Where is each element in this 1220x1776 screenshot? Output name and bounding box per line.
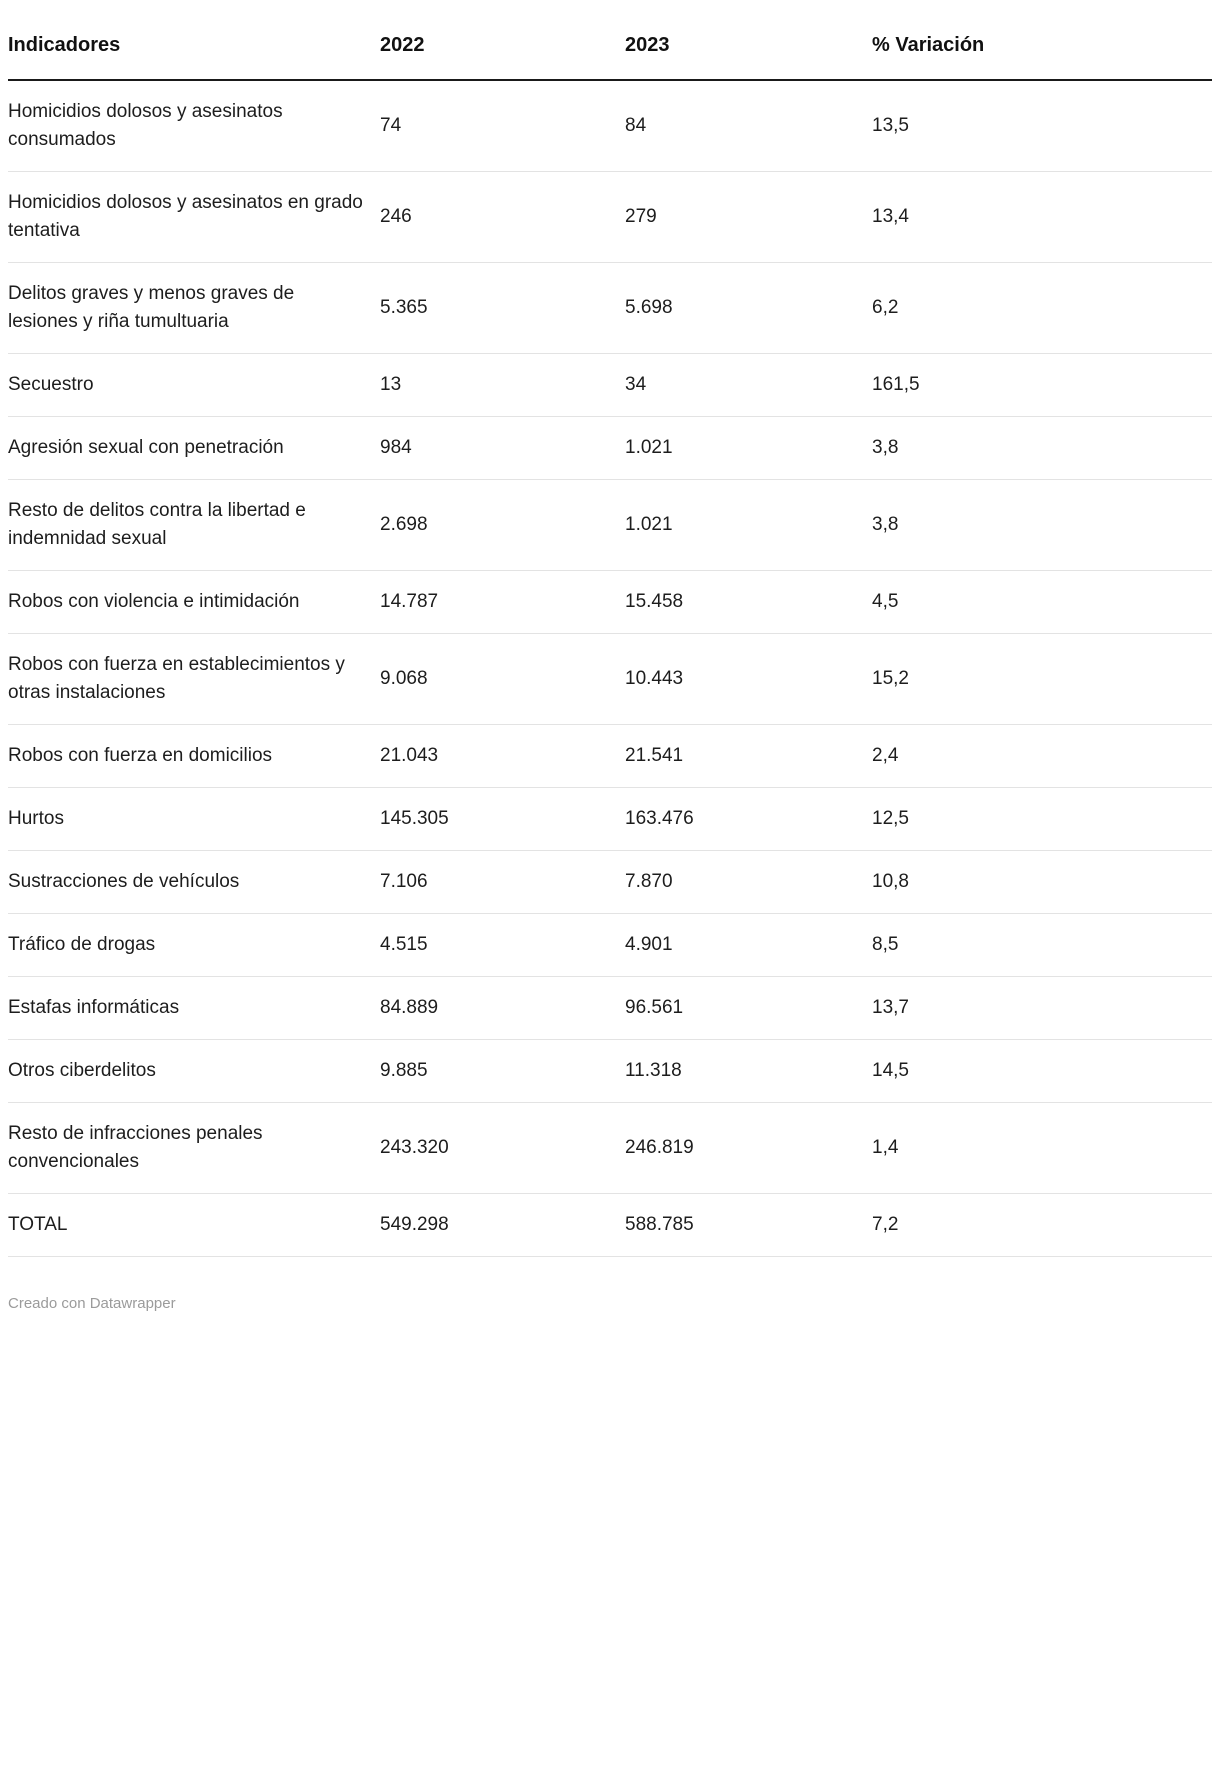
indicator-cell: Secuestro (8, 353, 380, 417)
variation-cell: 3,8 (872, 479, 1212, 571)
value-2023-cell: 34 (625, 353, 872, 417)
table-row: Resto de delitos contra la libertad e in… (8, 479, 1212, 571)
value-2022-cell: 14.787 (380, 570, 625, 634)
table-row: Hurtos 145.305 163.476 12,5 (8, 787, 1212, 851)
variation-cell: 8,5 (872, 913, 1212, 977)
variation-cell: 6,2 (872, 262, 1212, 354)
indicator-cell: Otros ciberdelitos (8, 1039, 380, 1103)
value-2023-cell: 7.870 (625, 850, 872, 914)
value-2022-cell: 13 (380, 353, 625, 417)
value-2023-cell: 15.458 (625, 570, 872, 634)
column-header-2023: 2023 (625, 26, 872, 81)
table-body: Homicidios dolosos y asesinatos consumad… (8, 80, 1212, 1257)
value-2023-cell: 588.785 (625, 1193, 872, 1257)
indicator-cell: Tráfico de drogas (8, 913, 380, 977)
value-2022-cell: 549.298 (380, 1193, 625, 1257)
value-2023-cell: 11.318 (625, 1039, 872, 1103)
table-row: Tráfico de drogas 4.515 4.901 8,5 (8, 913, 1212, 977)
indicator-cell: Robos con fuerza en establecimientos y o… (8, 633, 380, 725)
table-row: Resto de infracciones penales convencion… (8, 1102, 1212, 1194)
table-row: Robos con fuerza en domicilios 21.043 21… (8, 724, 1212, 788)
value-2023-cell: 10.443 (625, 633, 872, 725)
indicator-cell: Homicidios dolosos y asesinatos en grado… (8, 171, 380, 263)
value-2022-cell: 9.885 (380, 1039, 625, 1103)
variation-cell: 14,5 (872, 1039, 1212, 1103)
indicator-cell: Resto de infracciones penales convencion… (8, 1102, 380, 1194)
table-row: TOTAL 549.298 588.785 7,2 (8, 1193, 1212, 1257)
value-2022-cell: 21.043 (380, 724, 625, 788)
table-row: Delitos graves y menos graves de lesione… (8, 262, 1212, 354)
variation-cell: 13,5 (872, 80, 1212, 172)
value-2023-cell: 84 (625, 80, 872, 172)
value-2022-cell: 246 (380, 171, 625, 263)
value-2022-cell: 984 (380, 416, 625, 480)
table-row: Otros ciberdelitos 9.885 11.318 14,5 (8, 1039, 1212, 1103)
table-row: Homicidios dolosos y asesinatos en grado… (8, 171, 1212, 263)
value-2023-cell: 5.698 (625, 262, 872, 354)
value-2023-cell: 21.541 (625, 724, 872, 788)
column-header-2022: 2022 (380, 26, 625, 81)
indicator-cell: Homicidios dolosos y asesinatos consumad… (8, 80, 380, 172)
variation-cell: 2,4 (872, 724, 1212, 788)
indicator-cell: TOTAL (8, 1193, 380, 1257)
variation-cell: 13,7 (872, 976, 1212, 1040)
variation-cell: 161,5 (872, 353, 1212, 417)
attribution: Creado con Datawrapper (8, 1295, 176, 1312)
table-row: Agresión sexual con penetración 984 1.02… (8, 416, 1212, 480)
indicator-cell: Agresión sexual con penetración (8, 416, 380, 480)
indicator-cell: Estafas informáticas (8, 976, 380, 1040)
indicator-cell: Resto de delitos contra la libertad e in… (8, 479, 380, 571)
table-row: Secuestro 13 34 161,5 (8, 353, 1212, 417)
value-2023-cell: 4.901 (625, 913, 872, 977)
value-2022-cell: 9.068 (380, 633, 625, 725)
indicator-cell: Robos con violencia e intimidación (8, 570, 380, 634)
variation-cell: 7,2 (872, 1193, 1212, 1257)
indicator-cell: Sustracciones de vehículos (8, 850, 380, 914)
variation-cell: 3,8 (872, 416, 1212, 480)
indicator-cell: Hurtos (8, 787, 380, 851)
variation-cell: 12,5 (872, 787, 1212, 851)
value-2022-cell: 7.106 (380, 850, 625, 914)
table-header-row: Indicadores 2022 2023 % Variación (8, 26, 1212, 81)
value-2022-cell: 243.320 (380, 1102, 625, 1194)
table-row: Robos con fuerza en establecimientos y o… (8, 633, 1212, 725)
variation-cell: 15,2 (872, 633, 1212, 725)
table-row: Estafas informáticas 84.889 96.561 13,7 (8, 976, 1212, 1040)
value-2022-cell: 74 (380, 80, 625, 172)
variation-cell: 4,5 (872, 570, 1212, 634)
value-2022-cell: 84.889 (380, 976, 625, 1040)
value-2023-cell: 279 (625, 171, 872, 263)
value-2023-cell: 96.561 (625, 976, 872, 1040)
value-2023-cell: 1.021 (625, 416, 872, 480)
table-row: Robos con violencia e intimidación 14.78… (8, 570, 1212, 634)
column-header-indicadores: Indicadores (8, 26, 380, 81)
table-row: Sustracciones de vehículos 7.106 7.870 1… (8, 850, 1212, 914)
indicator-cell: Delitos graves y menos graves de lesione… (8, 262, 380, 354)
value-2022-cell: 145.305 (380, 787, 625, 851)
crime-statistics-table: Indicadores 2022 2023 % Variación Homici… (8, 26, 1212, 1257)
indicator-cell: Robos con fuerza en domicilios (8, 724, 380, 788)
variation-cell: 13,4 (872, 171, 1212, 263)
value-2023-cell: 1.021 (625, 479, 872, 571)
table-row: Homicidios dolosos y asesinatos consumad… (8, 80, 1212, 172)
value-2023-cell: 246.819 (625, 1102, 872, 1194)
value-2022-cell: 2.698 (380, 479, 625, 571)
variation-cell: 10,8 (872, 850, 1212, 914)
column-header-variacion: % Variación (872, 26, 1212, 81)
variation-cell: 1,4 (872, 1102, 1212, 1194)
value-2022-cell: 5.365 (380, 262, 625, 354)
value-2023-cell: 163.476 (625, 787, 872, 851)
value-2022-cell: 4.515 (380, 913, 625, 977)
